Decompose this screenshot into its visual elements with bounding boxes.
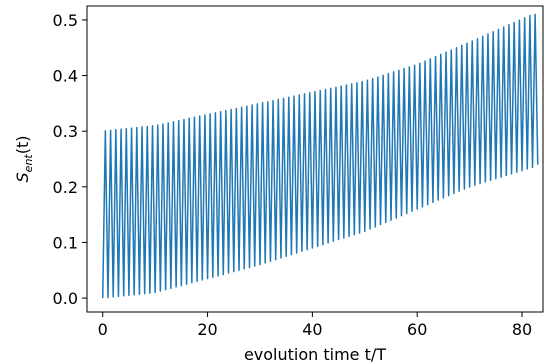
y-tick-label: 0.5: [53, 11, 78, 30]
axes-frame: [86, 5, 544, 313]
x-tick-label: 20: [197, 320, 217, 339]
x-tick-label: 60: [407, 320, 427, 339]
x-tick-label: 80: [512, 320, 532, 339]
x-tick-label: 40: [302, 320, 322, 339]
x-axis-ticks: 0 20 40 60 80: [98, 312, 532, 339]
y-tick-label: 0.3: [53, 122, 78, 141]
plot-area: [101, 13, 539, 299]
x-axis-label: evolution time t/T: [244, 345, 386, 364]
y-tick-label: 0.2: [53, 178, 78, 197]
y-tick-label: 0.0: [53, 289, 78, 308]
y-axis-label-subscript: ent: [22, 154, 35, 173]
x-tick-label: 0: [98, 320, 108, 339]
y-tick-label: 0.4: [53, 67, 78, 86]
y-axis-label-main: S: [13, 172, 32, 182]
series-line-0: [101, 13, 539, 299]
y-tick-label: 0.1: [53, 233, 78, 252]
y-axis-label-suffix: (t): [13, 136, 32, 155]
y-axis-label: Sent(t): [13, 136, 35, 183]
y-axis-ticks: 0.0 0.1 0.2 0.3 0.4 0.5: [53, 11, 87, 308]
